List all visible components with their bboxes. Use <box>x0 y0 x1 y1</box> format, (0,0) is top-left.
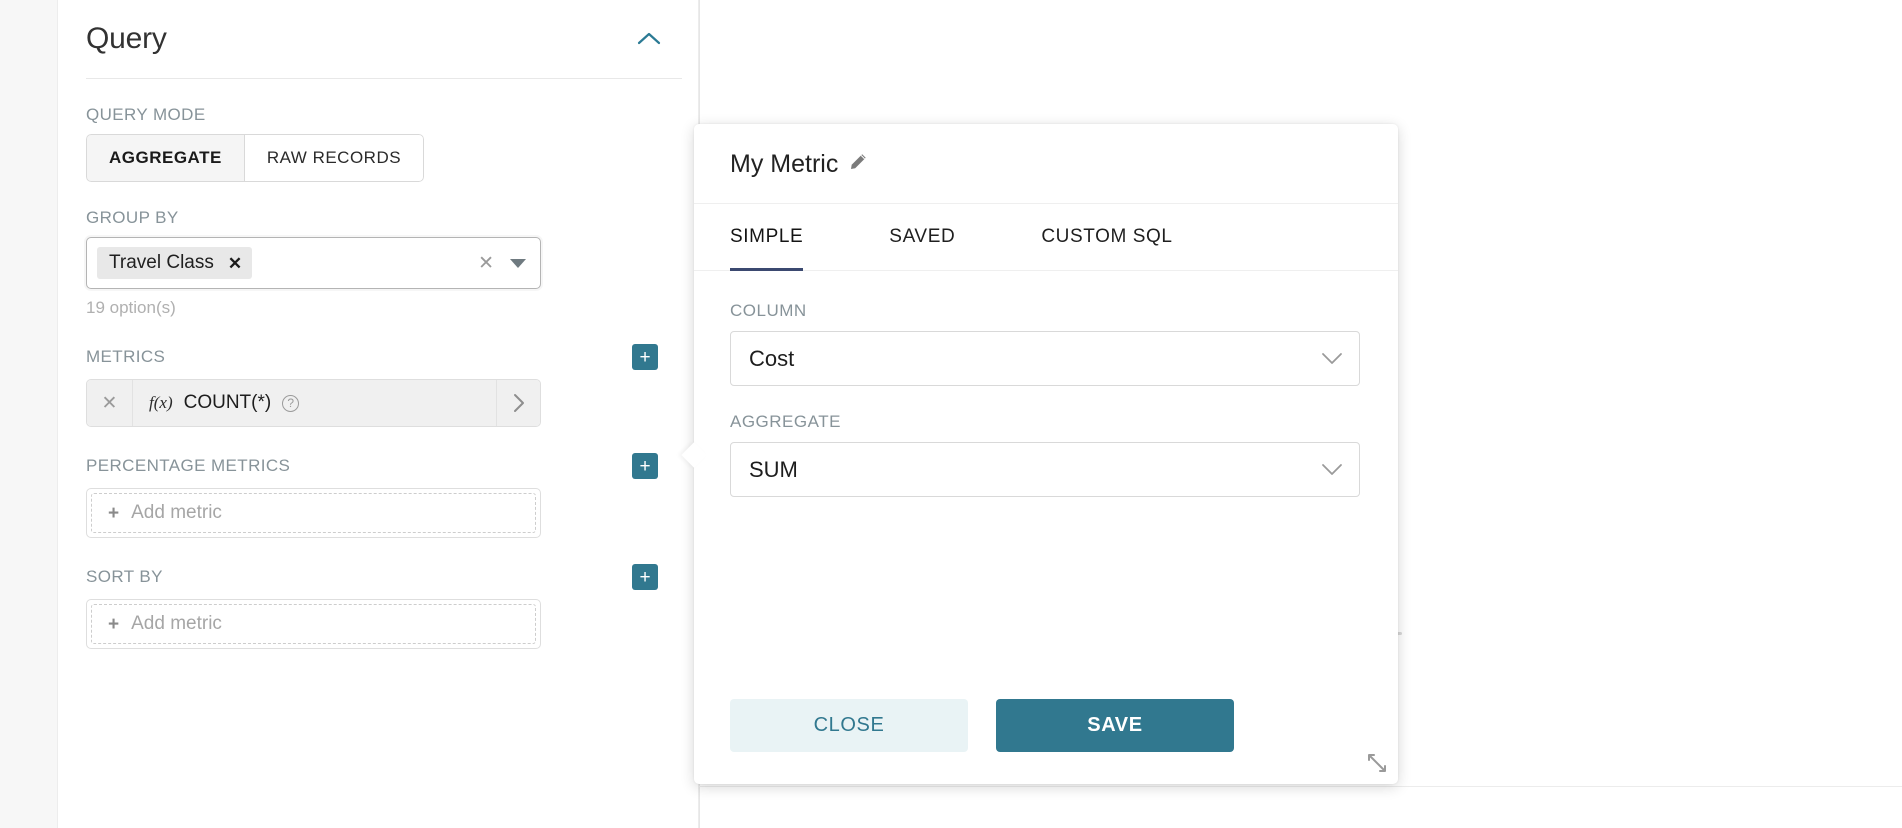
sort-by-dropzone[interactable]: + Add metric <box>86 599 541 649</box>
resize-handle-icon[interactable] <box>1366 752 1388 774</box>
workspace-rule <box>699 786 1902 787</box>
chevron-right-icon[interactable] <box>496 380 540 426</box>
plus-icon: + <box>108 613 120 635</box>
query-panel-header: Query <box>86 0 682 79</box>
query-mode-section: QUERY MODE AGGREGATE RAW RECORDS <box>86 105 682 182</box>
percentage-metrics-add-target[interactable]: + Add metric <box>91 493 536 533</box>
function-icon: f(x) <box>149 393 173 412</box>
popover-body: COLUMN Cost AGGREGATE SUM <box>694 271 1398 497</box>
percentage-metrics-section: PERCENTAGE METRICS + + Add metric <box>86 453 682 538</box>
group-by-section: GROUP BY Travel Class ✕ ✕ 19 option(s) <box>86 208 682 318</box>
popover-footer: CLOSE SAVE <box>694 666 1398 784</box>
group-by-option-count: 19 option(s) <box>86 298 176 317</box>
metric-title: My Metric <box>730 150 839 178</box>
column-select-value: Cost <box>749 345 795 371</box>
aggregate-field: AGGREGATE SUM <box>730 412 1362 497</box>
sort-by-section: SORT BY + + Add metric <box>86 564 682 649</box>
metric-row-body[interactable]: f(x) COUNT(*) ? <box>133 380 496 426</box>
query-mode-option-aggregate[interactable]: AGGREGATE <box>86 134 244 182</box>
add-percentage-metric-button[interactable]: + <box>632 453 658 479</box>
group-by-select-controls: ✕ <box>478 254 532 273</box>
tab-custom-sql[interactable]: CUSTOM SQL <box>1041 226 1173 247</box>
aggregate-select[interactable]: SUM <box>730 442 1360 497</box>
aggregate-select-value: SUM <box>749 456 798 482</box>
query-mode-option-raw-records[interactable]: RAW RECORDS <box>243 134 425 182</box>
popover-tabs: SIMPLE SAVED CUSTOM SQL <box>694 204 1398 271</box>
group-by-token[interactable]: Travel Class ✕ <box>97 247 253 279</box>
column-select[interactable]: Cost <box>730 331 1360 386</box>
metric-row-label: COUNT(*) <box>183 392 272 413</box>
close-icon[interactable]: ✕ <box>227 253 243 273</box>
percentage-metrics-label: PERCENTAGE METRICS <box>86 456 291 475</box>
left-rail <box>0 0 58 828</box>
pencil-icon[interactable] <box>848 152 868 178</box>
sort-by-placeholder: Add metric <box>131 613 222 634</box>
add-metric-button[interactable]: + <box>632 344 658 370</box>
caret-down-icon[interactable] <box>510 258 526 268</box>
chevron-up-icon[interactable] <box>636 26 662 52</box>
info-icon[interactable]: ? <box>282 394 300 412</box>
tab-saved[interactable]: SAVED <box>889 226 956 247</box>
metric-row[interactable]: ✕ f(x) COUNT(*) ? <box>86 379 541 427</box>
group-by-label: GROUP BY <box>86 208 179 227</box>
save-button[interactable]: SAVE <box>996 698 1234 752</box>
page-title: Query <box>86 22 167 55</box>
percentage-metrics-placeholder: Add metric <box>131 502 222 523</box>
add-sort-by-button[interactable]: + <box>632 564 658 590</box>
metrics-section: METRICS + ✕ f(x) COUNT(*) ? <box>86 344 682 427</box>
group-by-select[interactable]: Travel Class ✕ ✕ <box>86 237 541 289</box>
chevron-down-icon[interactable] <box>1321 346 1343 372</box>
aggregate-label: AGGREGATE <box>730 412 841 431</box>
sort-by-label: SORT BY <box>86 567 163 586</box>
percentage-metrics-dropzone[interactable]: + Add metric <box>86 488 541 538</box>
column-field: COLUMN Cost <box>730 301 1362 386</box>
popover-header: My Metric <box>694 124 1398 204</box>
clear-icon[interactable]: ✕ <box>478 252 494 274</box>
metrics-label: METRICS <box>86 347 166 366</box>
column-label: COLUMN <box>730 301 807 320</box>
tab-simple[interactable]: SIMPLE <box>730 204 804 271</box>
query-panel: Query QUERY MODE AGGREGATE RAW RECORDS G… <box>58 0 698 828</box>
sort-by-add-target[interactable]: + Add metric <box>91 604 536 644</box>
plus-icon: + <box>108 502 120 524</box>
close-button[interactable]: CLOSE <box>730 698 968 752</box>
chevron-down-icon[interactable] <box>1321 457 1343 483</box>
query-mode-label: QUERY MODE <box>86 105 206 124</box>
group-by-token-label: Travel Class <box>109 252 214 273</box>
metric-popover: My Metric SIMPLE SAVED CUSTOM SQL COLUMN… <box>681 124 1398 784</box>
query-mode-button-group: AGGREGATE RAW RECORDS <box>86 134 425 182</box>
remove-metric-icon[interactable]: ✕ <box>87 380 133 426</box>
